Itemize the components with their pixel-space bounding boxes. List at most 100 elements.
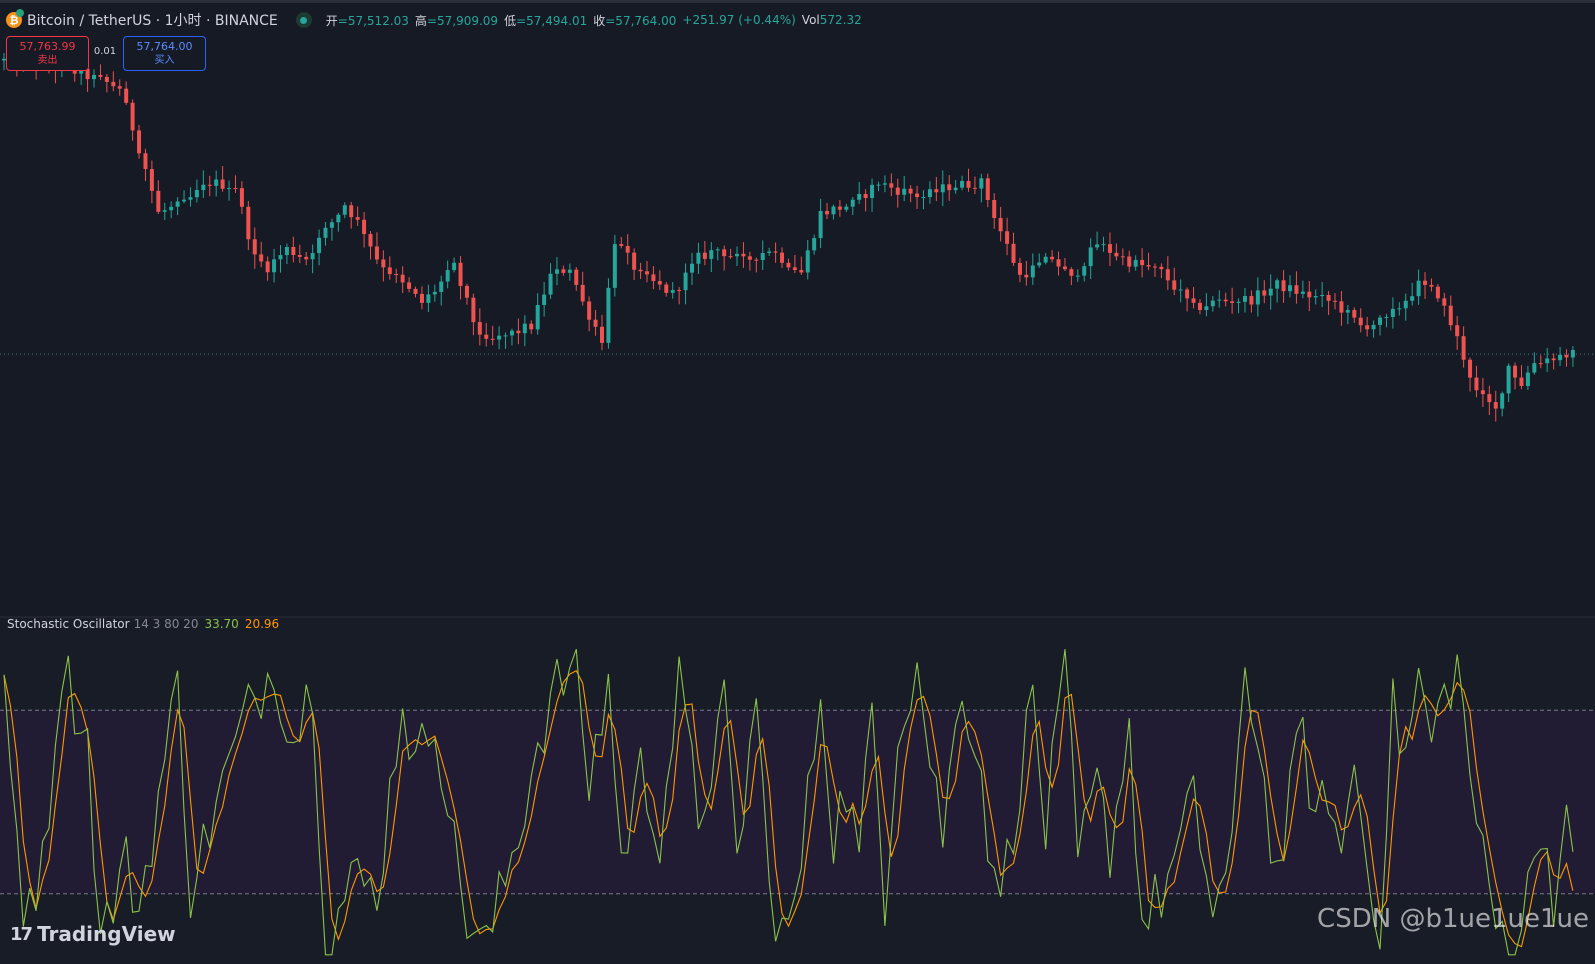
candle-body — [407, 282, 412, 289]
indicator-params: 14 3 80 20 — [133, 617, 199, 631]
candle-body — [1075, 275, 1080, 277]
candle-body — [580, 284, 585, 302]
candle-body — [606, 287, 611, 343]
candle-body — [947, 184, 952, 191]
candle-body — [143, 153, 148, 170]
candle-body — [336, 214, 341, 223]
candle-body — [940, 184, 945, 193]
candle-body — [915, 193, 920, 198]
candle-body — [304, 256, 309, 260]
candle-body — [207, 184, 212, 186]
candle-body — [702, 252, 707, 259]
candle-body — [182, 199, 187, 202]
candle-body — [149, 169, 154, 191]
candle-body — [201, 184, 206, 191]
candle-body — [79, 68, 84, 74]
symbol-legend: ₿ Bitcoin / TetherUS · 1小时 · BINANCE 开=5… — [6, 9, 868, 30]
candle-body — [394, 274, 399, 276]
candle-body — [1185, 289, 1190, 299]
candle-body — [812, 238, 817, 251]
candle-body — [953, 187, 958, 191]
tether-dot-icon — [16, 9, 24, 17]
candle-body — [715, 249, 720, 251]
candle-body — [1152, 266, 1157, 268]
candle-body — [188, 197, 193, 200]
candle-body — [509, 330, 514, 336]
candle-body — [1519, 377, 1524, 387]
candle-body — [645, 271, 649, 275]
symbol-title[interactable]: Bitcoin / TetherUS · 1小时 · BINANCE — [27, 13, 278, 29]
candle-body — [1062, 266, 1067, 270]
candle-body — [561, 269, 566, 273]
ohlc-close-key: 收 — [593, 13, 606, 28]
candle-body — [722, 249, 727, 257]
candle-body — [124, 88, 129, 103]
candle-body — [1307, 291, 1312, 298]
candle-body — [1448, 305, 1453, 326]
ohlc-high: 高=57,909.09 — [415, 12, 498, 29]
top-border — [0, 0, 1595, 3]
candle-body — [1294, 285, 1299, 294]
candle-body — [1500, 393, 1505, 409]
candle-body — [1204, 306, 1209, 311]
buy-button[interactable]: 57,764.00 买入 — [123, 36, 206, 71]
candle-body — [754, 259, 759, 261]
candle-body — [863, 193, 868, 199]
csdn-watermark: CSDN @b1ue1ue1ue — [1317, 904, 1589, 934]
indicator-name: Stochastic Oscillator — [7, 617, 130, 631]
candle-body — [1461, 336, 1466, 360]
candle-body — [362, 219, 367, 235]
candle-body — [1127, 256, 1132, 267]
candle-body — [619, 244, 624, 246]
candle-body — [767, 251, 772, 254]
tradingview-logo[interactable]: 17 TradingView — [10, 922, 176, 946]
candle-body — [1120, 256, 1125, 258]
candle-body — [1236, 301, 1241, 303]
oscillator-band-background — [0, 710, 1595, 894]
candle-body — [220, 179, 225, 189]
candle-body — [291, 246, 296, 256]
candle-body — [1255, 290, 1260, 305]
ohlc-high-value: =57,909.09 — [426, 13, 499, 28]
candle-body — [1416, 280, 1421, 297]
candle-body — [690, 263, 695, 273]
candle-body — [1551, 358, 1556, 361]
candle-body — [786, 262, 791, 268]
candle-body — [323, 227, 328, 238]
market-open-icon[interactable] — [295, 12, 312, 28]
candle-body — [175, 201, 180, 207]
candle-body — [1352, 310, 1357, 318]
candle-body — [426, 294, 431, 303]
candle-body — [1172, 280, 1177, 290]
candle-body — [452, 262, 457, 271]
candle-body — [934, 189, 939, 193]
candle-body — [728, 256, 733, 258]
candle-body — [876, 184, 881, 186]
candle-body — [837, 206, 842, 210]
candle-body — [979, 178, 984, 189]
candle-body — [773, 251, 778, 253]
candle-body — [130, 102, 135, 131]
candle-body — [162, 210, 167, 212]
candle-body — [554, 269, 559, 274]
candle-body — [1069, 269, 1074, 276]
candle-body — [1088, 247, 1093, 267]
buy-price: 57,764.00 — [136, 39, 193, 53]
candle-body — [117, 86, 122, 89]
candle-body — [484, 334, 489, 339]
candle-body — [1333, 300, 1338, 302]
candle-body — [1159, 266, 1164, 270]
candle-body — [503, 335, 508, 337]
candle-body — [1525, 372, 1530, 387]
candle-body — [760, 253, 765, 261]
candle-body — [111, 81, 116, 87]
candle-body — [1178, 289, 1183, 291]
sell-button[interactable]: 57,763.99 卖出 — [6, 36, 89, 71]
stoch-d-line — [3, 669, 1574, 948]
candle-body — [599, 326, 604, 343]
candle-body — [310, 253, 315, 260]
candle-body — [374, 246, 379, 260]
indicator-legend[interactable]: Stochastic Oscillator 14 3 80 20 33.70 20.9… — [7, 617, 279, 631]
candle-body — [567, 269, 572, 273]
